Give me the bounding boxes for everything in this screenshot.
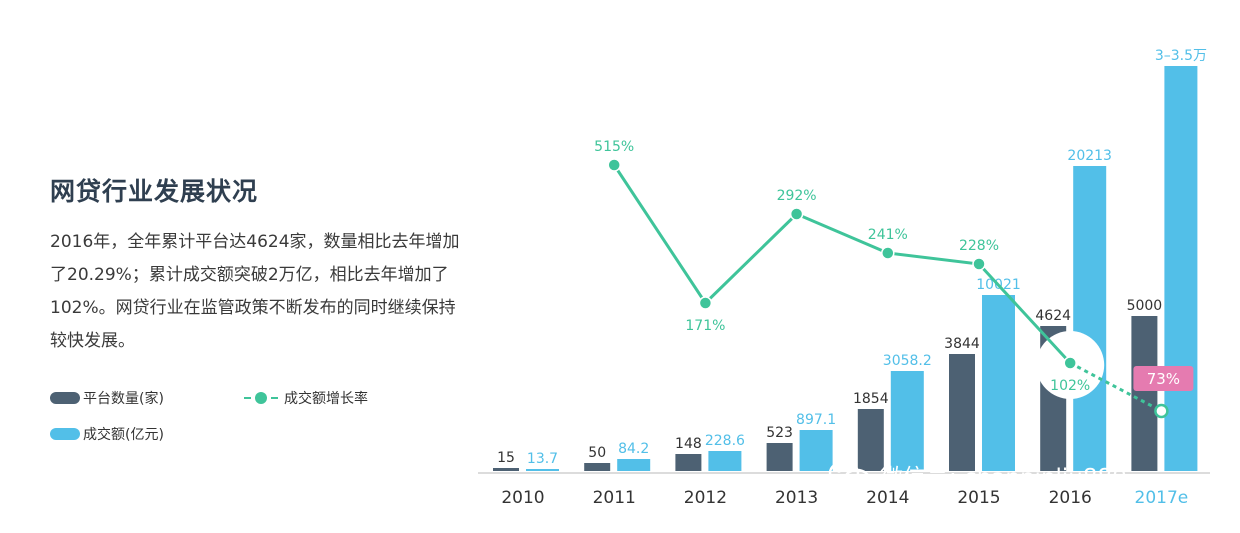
watermark-text: 微信号: chanpinliu880 bbox=[880, 465, 1127, 491]
label-platforms-2011: 50 bbox=[588, 445, 606, 461]
growth-point-2012 bbox=[698, 296, 713, 310]
x-tick-2015: 2015 bbox=[957, 488, 1000, 508]
label-platforms-2014: 1854 bbox=[853, 391, 889, 407]
growth-label-2017e: 73% bbox=[1147, 370, 1180, 388]
label-volume-2012: 228.6 bbox=[705, 433, 745, 449]
bar-platforms-2010 bbox=[493, 468, 519, 471]
growth-point-2015 bbox=[972, 257, 986, 271]
label-volume-2011: 84.2 bbox=[618, 441, 649, 457]
growth-point-2016 bbox=[1063, 356, 1077, 370]
label-platforms-2010: 15 bbox=[497, 450, 515, 466]
x-tick-2016: 2016 bbox=[1049, 488, 1092, 508]
x-tick-2010: 2010 bbox=[501, 488, 544, 508]
growth-line-dashed bbox=[1069, 361, 1163, 413]
legend-volume-label: 成交额(亿元) bbox=[83, 427, 164, 443]
wechat-icon bbox=[828, 460, 871, 490]
x-tick-2012: 2012 bbox=[684, 488, 727, 508]
bar-platforms-2015 bbox=[949, 354, 975, 471]
growth-label-2015: 228% bbox=[959, 238, 999, 254]
bar-platforms-2012 bbox=[675, 454, 702, 471]
bar-platforms-2011 bbox=[584, 463, 611, 471]
bar-volume-2017e bbox=[1164, 66, 1198, 471]
growth-label-bg-2017e bbox=[1133, 366, 1194, 391]
label-volume-2013: 897.1 bbox=[796, 412, 836, 428]
x-tick-2017e: 2017e bbox=[1135, 488, 1189, 508]
label-platforms-2017e: 5000 bbox=[1127, 298, 1163, 314]
label-volume-2014: 3058.2 bbox=[883, 353, 932, 369]
legend-platforms-label: 平台数量(家) bbox=[83, 391, 164, 407]
growth-label-2011: 515% bbox=[594, 139, 634, 155]
description-text: 2016年，全年累计平台达4624家，数量相比去年增加了20.29%；累计成交额… bbox=[50, 232, 460, 351]
bar-volume-2013 bbox=[799, 430, 833, 471]
bar-platforms-2017e bbox=[1131, 316, 1158, 471]
growth-point-2013 bbox=[789, 207, 804, 221]
growth-point-2017e bbox=[1154, 403, 1169, 419]
growth-point-2014 bbox=[881, 246, 895, 260]
legend-volume: 成交额(亿元) bbox=[50, 424, 164, 444]
bar-volume-2012 bbox=[708, 451, 742, 471]
x-tick-2013: 2013 bbox=[775, 488, 818, 508]
bar-volume-2015 bbox=[982, 295, 1015, 471]
label-platforms-2016: 4624 bbox=[1035, 308, 1071, 324]
page-title: 网贷行业发展状况 bbox=[50, 177, 259, 206]
label-platforms-2015: 3844 bbox=[944, 336, 980, 352]
growth-point-2011 bbox=[607, 158, 621, 172]
label-volume-2010: 13.7 bbox=[527, 451, 558, 467]
bar-platforms-2014 bbox=[857, 409, 884, 471]
growth-line-solid bbox=[612, 164, 1072, 365]
legend-platforms: 平台数量(家) bbox=[50, 388, 164, 408]
bar-volume-2016 bbox=[1073, 166, 1107, 471]
label-platforms-2013: 523 bbox=[766, 425, 793, 441]
watermark: 微信号: chanpinliu880 bbox=[828, 458, 1127, 492]
growth-label-2013: 292% bbox=[777, 188, 817, 204]
label-platforms-2012: 148 bbox=[675, 436, 702, 452]
bar-volume-2014 bbox=[890, 371, 924, 471]
bar-platforms-2013 bbox=[766, 443, 793, 471]
legend-growth-swatch bbox=[244, 392, 278, 404]
growth-label-2012: 171% bbox=[685, 318, 725, 334]
legend-volume-swatch bbox=[50, 428, 80, 440]
legend-platforms-swatch bbox=[50, 392, 80, 404]
x-tick-2011: 2011 bbox=[593, 488, 636, 508]
legend-growth-label: 成交额增长率 bbox=[284, 391, 368, 407]
label-volume-2017e: 3–3.5万 bbox=[1155, 48, 1207, 64]
bar-volume-2010 bbox=[526, 469, 559, 471]
growth-label-2016: 102% bbox=[1050, 378, 1090, 394]
bar-volume-2011 bbox=[617, 459, 651, 471]
x-tick-2014: 2014 bbox=[866, 488, 909, 508]
label-volume-2016: 20213 bbox=[1067, 148, 1112, 164]
growth-label-2014: 241% bbox=[868, 227, 908, 243]
legend-growth: 成交额增长率 bbox=[244, 388, 368, 408]
